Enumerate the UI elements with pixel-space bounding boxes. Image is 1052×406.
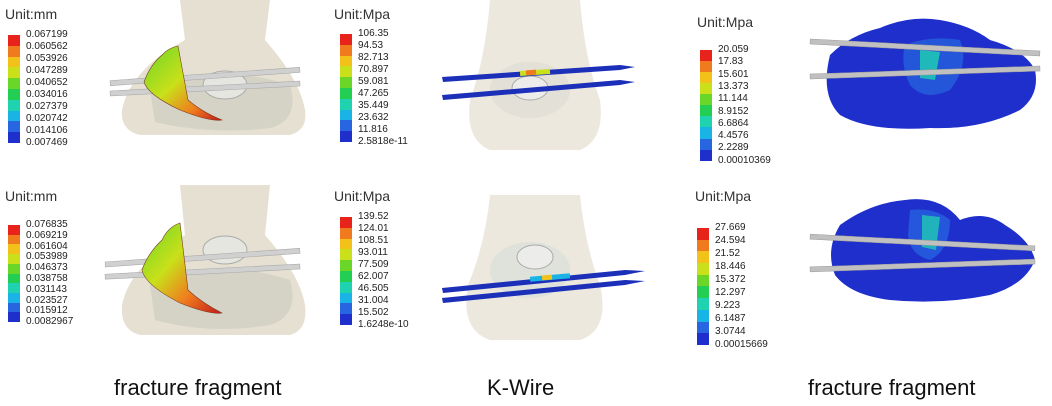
color-scale-bar xyxy=(700,50,712,161)
color-scale-segment xyxy=(8,99,20,111)
color-scale-segment xyxy=(697,239,709,252)
color-scale-segment xyxy=(697,228,709,240)
color-scale-segment xyxy=(8,35,20,46)
color-scale-bar xyxy=(697,228,709,345)
color-scale-segment xyxy=(340,44,352,56)
color-scale-segment xyxy=(700,116,712,128)
femur-model-fragment-displacement xyxy=(109,0,306,135)
color-scale-segment xyxy=(340,303,352,315)
color-scale-bar xyxy=(340,34,352,142)
color-scale-segment xyxy=(8,132,20,143)
color-scale-segment xyxy=(700,149,712,161)
color-scale-segment xyxy=(700,50,712,62)
fracture-fragment-stress-model xyxy=(809,199,1036,302)
color-scale-segment xyxy=(340,260,352,271)
femur-model-kwire-stress xyxy=(442,195,645,340)
color-scale-segment xyxy=(340,87,352,99)
color-scale-segment xyxy=(8,273,20,284)
color-scale-segment xyxy=(8,254,20,264)
color-scale-segment xyxy=(8,67,20,79)
unit-label: Unit:Mpa xyxy=(697,14,754,30)
color-scale-segment xyxy=(8,121,20,133)
caption-fracture-fragment: fracture fragment xyxy=(114,375,282,400)
color-scale-segment xyxy=(340,34,352,45)
color-scale-segment xyxy=(697,309,709,322)
color-scale-segment xyxy=(340,217,352,228)
color-scale-segment xyxy=(697,286,709,299)
color-scale-segment xyxy=(8,312,20,323)
color-scale-segment xyxy=(8,56,20,68)
color-scale-segment xyxy=(340,227,352,239)
color-scale-segment xyxy=(8,263,20,274)
color-scale-segment xyxy=(340,66,352,78)
color-scale-segment xyxy=(8,88,20,100)
color-scale-segment xyxy=(700,72,712,84)
color-scale-segment xyxy=(700,61,712,73)
caption-k-wire: K-Wire xyxy=(487,375,555,400)
color-scale-segment xyxy=(8,244,20,255)
color-scale-segment xyxy=(8,45,20,57)
color-scale-segment xyxy=(340,77,352,88)
color-scale-segment xyxy=(340,109,352,121)
color-scale-segment xyxy=(8,283,20,294)
unit-label: Unit:mm xyxy=(5,6,58,22)
color-scale-segment xyxy=(340,270,352,282)
color-scale-segment xyxy=(700,94,712,106)
color-scale-segment xyxy=(340,120,352,132)
unit-label: Unit:Mpa xyxy=(334,188,391,204)
fracture-fragment-stress-model xyxy=(809,18,1041,129)
color-scale-bar xyxy=(8,35,20,143)
color-scale-bar xyxy=(340,217,352,325)
color-scale-segment xyxy=(340,281,352,293)
color-scale-segment xyxy=(340,98,352,110)
color-scale-segment xyxy=(340,249,352,261)
color-scale-segment xyxy=(700,127,712,139)
femur-model-fragment-displacement xyxy=(104,185,306,335)
color-scale-segment xyxy=(8,302,20,313)
color-scale-segment xyxy=(340,292,352,304)
color-scale-segment xyxy=(8,234,20,245)
color-scale-segment xyxy=(340,238,352,250)
color-scale-segment xyxy=(697,298,709,310)
color-scale-segment xyxy=(697,263,709,275)
color-scale-segment xyxy=(700,83,712,95)
color-scale-segment xyxy=(697,274,709,287)
unit-label: Unit:Mpa xyxy=(334,6,391,22)
color-scale-bar xyxy=(8,225,20,323)
color-scale-segment xyxy=(700,105,712,117)
color-scale-segment xyxy=(697,333,709,345)
unit-label: Unit:mm xyxy=(5,188,58,204)
unit-label: Unit:Mpa xyxy=(695,188,752,204)
color-scale-segment xyxy=(8,110,20,122)
color-scale-segment xyxy=(700,138,712,150)
color-scale-segment xyxy=(340,314,352,325)
color-scale-segment xyxy=(8,225,20,235)
color-scale-segment xyxy=(8,293,20,303)
color-scale-segment xyxy=(697,321,709,334)
color-scale-segment xyxy=(340,131,352,142)
color-scale-segment xyxy=(697,251,709,264)
color-scale-segment xyxy=(340,55,352,67)
caption-fracture-fragment: fracture fragment xyxy=(808,375,976,400)
femur-model-kwire-stress xyxy=(442,0,635,150)
color-scale-segment xyxy=(8,78,20,89)
